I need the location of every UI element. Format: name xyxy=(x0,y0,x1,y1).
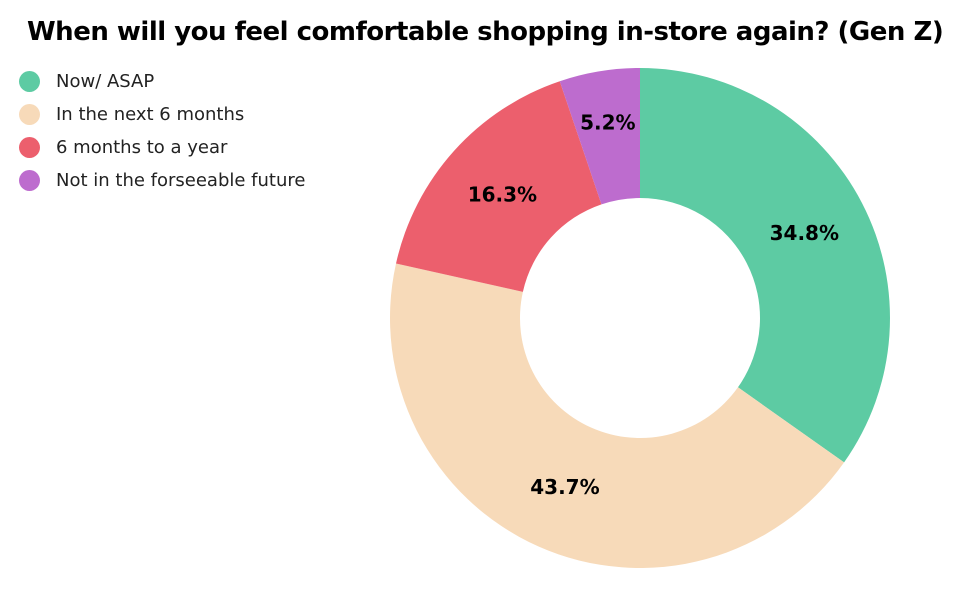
legend-label: Now/ ASAP xyxy=(56,71,155,92)
legend-label: In the next 6 months xyxy=(56,104,245,125)
chart-title: When will you feel comfortable shopping … xyxy=(27,17,944,47)
slice-value-label-2: 16.3% xyxy=(468,182,537,206)
legend-item-now-asap[interactable]: Now/ ASAP xyxy=(19,71,305,92)
legend-item-next-6-months[interactable]: In the next 6 months xyxy=(19,104,305,125)
legend-swatch-icon xyxy=(19,71,40,92)
legend-swatch-icon xyxy=(19,104,40,125)
slice-value-label-3: 5.2% xyxy=(580,111,635,135)
slice-value-label-1: 43.7% xyxy=(530,475,599,499)
donut-slice-2[interactable] xyxy=(396,81,602,292)
legend-label: 6 months to a year xyxy=(56,137,228,158)
legend-swatch-icon xyxy=(19,137,40,158)
legend-label: Not in the forseeable future xyxy=(56,170,306,191)
donut-slice-0[interactable] xyxy=(640,68,890,463)
legend-item-6-months-to-year[interactable]: 6 months to a year xyxy=(19,137,305,158)
legend: Now/ ASAP In the next 6 months 6 months … xyxy=(19,71,305,203)
legend-swatch-icon xyxy=(19,170,40,191)
donut-slice-3[interactable] xyxy=(559,68,640,205)
legend-item-not-forseeable[interactable]: Not in the forseeable future xyxy=(19,170,305,191)
donut-slice-1[interactable] xyxy=(390,263,845,568)
slice-value-label-0: 34.8% xyxy=(770,221,839,245)
